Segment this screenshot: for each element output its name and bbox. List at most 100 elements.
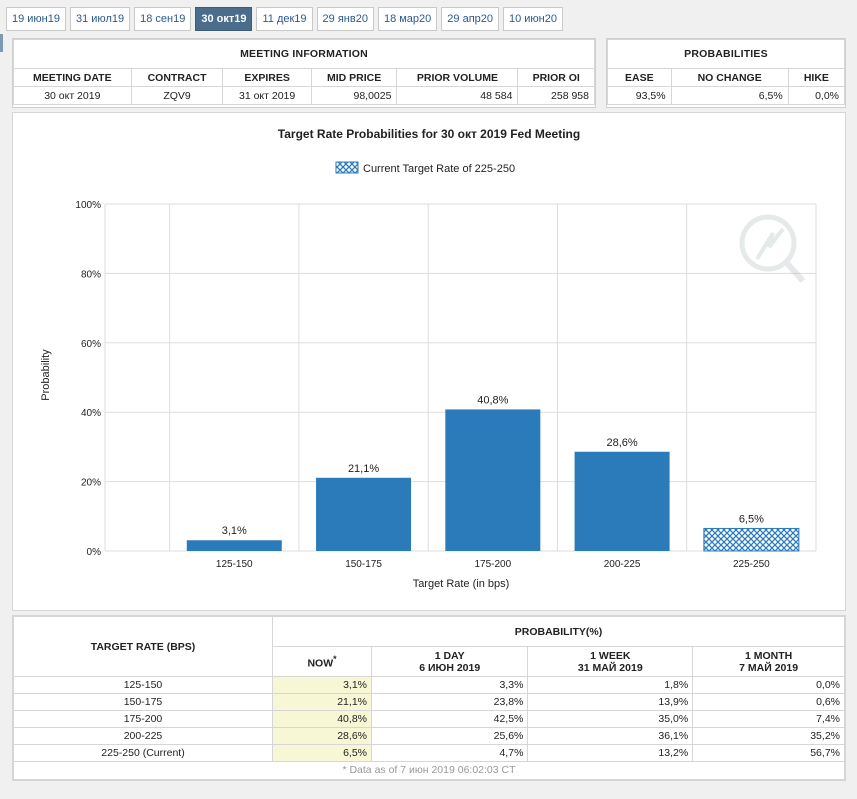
y-tick-label: 20% [81, 478, 101, 489]
meeting-info-value-3: 98,0025 [310, 86, 398, 105]
probability-table: TARGET RATE (BPS) PROBABILITY(%) NOW* 1 D… [13, 616, 845, 780]
meeting-tabs: 19 июн19 31 июл19 18 сен19 30 окт19 11 дек19… [6, 7, 567, 31]
x-tick-label: 200-225 [604, 559, 641, 570]
y-tick-label: 40% [81, 408, 101, 419]
cell-now: 28,6% [272, 727, 372, 745]
x-axis-label: Target Rate (in bps) [413, 578, 510, 590]
period-header-line2: 31 МАЙ 2019 [577, 661, 643, 674]
probability-header-2: HIKE [787, 68, 846, 87]
cell-week: 13,9% [527, 693, 694, 711]
tab-meeting-0[interactable]: 19 июн19 [6, 7, 66, 31]
now-asterisk: * [333, 653, 337, 664]
chart-title: Target Rate Probabilities for 30 окт 201… [278, 127, 580, 141]
cell-month: 56,7% [692, 744, 845, 762]
target-rate-header: TARGET RATE (BPS) [13, 616, 273, 677]
table-row: 200-225 28,6% 25,6% 36,1% 35,2% [13, 727, 845, 745]
meeting-info-value-1: ZQV9 [130, 86, 224, 105]
watermark-logo [739, 214, 806, 284]
tab-meeting-2[interactable]: 18 сен19 [134, 7, 192, 31]
meeting-info-table: MEETING INFORMATION MEETING DATE CONTRACT… [13, 39, 595, 105]
tab-meeting-1[interactable]: 31 июл19 [70, 7, 131, 31]
cell-day: 3,3% [370, 676, 529, 694]
tab-meeting-8[interactable]: 10 июн20 [503, 7, 563, 31]
bar-data-label: 40,8% [477, 394, 508, 406]
probability-value-2: 0,0% [787, 86, 846, 105]
cell-now: 3,1% [272, 676, 372, 694]
bar-175-200[interactable] [445, 409, 541, 551]
legend-label[interactable]: Current Target Rate of 225-250 [363, 163, 515, 175]
meeting-info-value-2: 31 окт 2019 [222, 86, 312, 105]
meeting-info-value-4: 48 584 [396, 86, 519, 105]
meeting-info-header-2: EXPIRES [222, 68, 312, 87]
bar-data-label: 21,1% [348, 463, 379, 475]
probabilities-table: PROBABILITIES EASE NO CHANGE HIKE 93,5% 6,5… [607, 39, 846, 105]
cell-month: 0,6% [692, 693, 845, 711]
meeting-info-value-5: 258 958 [517, 86, 595, 105]
meeting-info-header-3: MID PRICE [310, 68, 398, 87]
period-header-line1: 1 DAY [434, 649, 465, 662]
cell-day: 23,8% [370, 693, 529, 711]
period-header-line1: 1 WEEK [590, 649, 631, 662]
cell-month: 35,2% [692, 727, 845, 745]
probability-header-0: EASE [607, 68, 672, 87]
x-tick-label: 125-150 [216, 559, 253, 570]
meeting-info-header-4: PRIOR VOLUME [396, 68, 519, 87]
probability-header-1: NO CHANGE [670, 68, 789, 87]
data-footnote: * Data as of 7 июн 2019 06:02:03 CT [13, 761, 845, 780]
bar-200-225[interactable] [574, 451, 670, 551]
cell-rate: 175-200 [13, 710, 273, 728]
bar-125-150[interactable] [186, 540, 282, 551]
chart-panel: Target Rate Probabilities for 30 окт 201… [12, 112, 846, 611]
probability-header: PROBABILITY(%) [272, 616, 845, 647]
probabilities-title: PROBABILITIES [607, 39, 845, 69]
meeting-info-value-0: 30 окт 2019 [13, 86, 132, 105]
y-axis-label: Probability [40, 349, 52, 401]
target-rate-chart: Target Rate Probabilities for 30 окт 201… [40, 127, 817, 590]
cell-rate: 225-250 (Current) [13, 744, 273, 762]
tab-meeting-6[interactable]: 18 мар20 [377, 7, 438, 31]
y-tick-label: 60% [81, 339, 101, 350]
table-row: 175-200 40,8% 42,5% 35,0% 7,4% [13, 710, 845, 728]
x-tick-label: 175-200 [474, 559, 511, 570]
period-header-line2: 7 МАЙ 2019 [739, 661, 799, 674]
legend-swatch [335, 161, 359, 174]
tab-meeting-4[interactable]: 11 дек19 [256, 7, 313, 31]
meeting-info-header-1: CONTRACT [130, 68, 224, 87]
bar-data-label: 3,1% [222, 525, 247, 537]
cell-now: 6,5% [272, 744, 372, 762]
period-header-line2: 6 ИЮН 2019 [419, 661, 481, 674]
cell-rate: 125-150 [13, 676, 273, 694]
bar-data-label: 28,6% [606, 437, 637, 449]
table-row: 150-175 21,1% 23,8% 13,9% 0,6% [13, 693, 845, 711]
probability-value-1: 6,5% [670, 86, 789, 105]
bar-225-250[interactable] [703, 527, 800, 552]
probability-table-panel: TARGET RATE (BPS) PROBABILITY(%) NOW* 1 D… [12, 615, 846, 781]
cell-month: 7,4% [692, 710, 845, 728]
tab-meeting-3[interactable]: 30 окт19 [195, 7, 253, 31]
y-tick-label: 80% [81, 269, 101, 280]
table-row: 125-150 3,1% 3,3% 1,8% 0,0% [13, 676, 845, 694]
period-header-line1: 1 MONTH [744, 649, 793, 662]
cell-month: 0,0% [692, 676, 845, 694]
cell-week: 1,8% [527, 676, 694, 694]
tab-meeting-5[interactable]: 29 янв20 [316, 7, 374, 31]
probabilities-panel: PROBABILITIES EASE NO CHANGE HIKE 93,5% 6,5… [606, 38, 846, 108]
cell-week: 13,2% [527, 744, 694, 762]
cell-now: 21,1% [272, 693, 372, 711]
period-header-line1: NOW [307, 657, 334, 670]
x-tick-label: 225-250 [733, 559, 770, 570]
tab-meeting-7[interactable]: 29 апр20 [441, 7, 499, 31]
meeting-info-title: MEETING INFORMATION [13, 39, 595, 69]
period-header-3: 1 MONTH 7 МАЙ 2019 [692, 646, 845, 677]
meeting-info-header-5: PRIOR OI [517, 68, 595, 87]
cell-day: 42,5% [370, 710, 529, 728]
cell-week: 36,1% [527, 727, 694, 745]
meeting-info-panel: MEETING INFORMATION MEETING DATE CONTRACT… [12, 38, 596, 108]
cell-day: 25,6% [370, 727, 529, 745]
bar-150-175[interactable] [316, 477, 412, 551]
probability-value-0: 93,5% [607, 86, 672, 105]
cell-rate: 200-225 [13, 727, 273, 745]
period-header-2: 1 WEEK 31 МАЙ 2019 [527, 646, 694, 677]
cell-now: 40,8% [272, 710, 372, 728]
period-header-0: NOW* [272, 646, 372, 677]
